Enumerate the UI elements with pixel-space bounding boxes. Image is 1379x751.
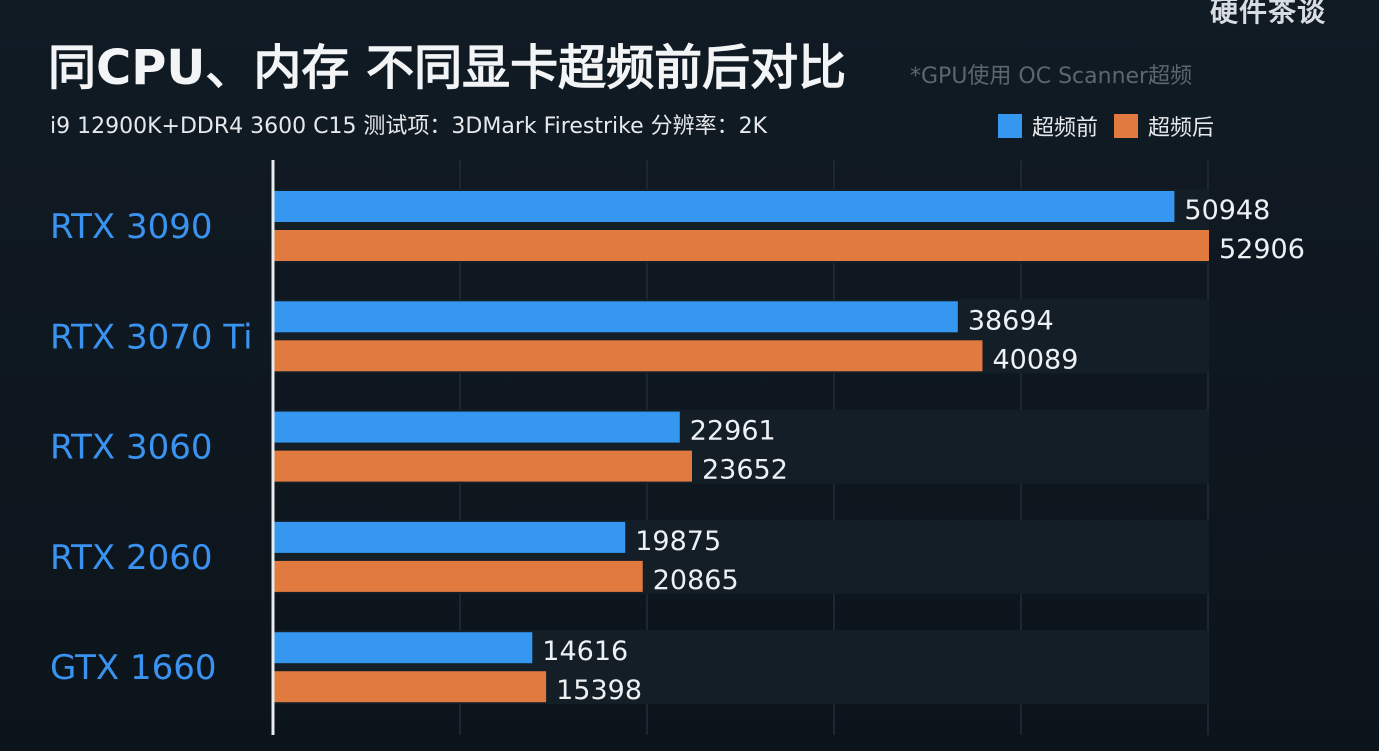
- legend-item-before: 超频前: [998, 110, 1098, 142]
- bar-after: [274, 671, 547, 703]
- data-label: 20865: [653, 565, 739, 596]
- legend-label-after: 超频后: [1148, 116, 1215, 141]
- category-label: RTX 3090: [50, 207, 213, 247]
- category-label: RTX 3060: [50, 428, 213, 468]
- category-label: RTX 2060: [50, 538, 213, 578]
- bar-after: [274, 340, 983, 372]
- legend-label-before: 超频前: [1032, 116, 1099, 141]
- legend-swatch-before: [998, 114, 1022, 138]
- data-label: 38694: [968, 305, 1054, 336]
- chart-note: *GPU使用 OC Scanner超频: [910, 64, 1193, 89]
- bar-before: [274, 411, 680, 443]
- legend-swatch-after: [1114, 114, 1139, 138]
- data-label: 40089: [992, 344, 1078, 375]
- data-label: 15398: [556, 675, 642, 706]
- data-label: 14616: [542, 636, 628, 667]
- legend-item-after: 超频后: [1114, 110, 1214, 142]
- chart-subtitle: i9 12900K+DDR4 3600 C15 测试项：3DMark Fires…: [50, 114, 768, 139]
- bar-before: [274, 521, 626, 553]
- bar-before: [274, 301, 958, 333]
- data-label: 19875: [635, 526, 721, 557]
- data-label: 23652: [702, 455, 788, 486]
- category-label: RTX 3070 Ti: [50, 317, 253, 357]
- category-label: GTX 1660: [50, 648, 217, 688]
- chart-title: 同CPU、内存 不同显卡超频前后对比: [48, 40, 847, 96]
- data-label: 52906: [1219, 234, 1305, 265]
- watermark: 硬件茶谈: [1210, 0, 1327, 28]
- data-label: 22961: [690, 416, 776, 447]
- bar-after: [274, 560, 643, 592]
- legend: 超频前 超频后: [998, 110, 1230, 142]
- data-label: 50948: [1184, 195, 1270, 226]
- bar-after: [274, 450, 692, 482]
- bar-before: [274, 632, 533, 664]
- bar-before: [274, 191, 1175, 222]
- bar-after: [274, 230, 1209, 261]
